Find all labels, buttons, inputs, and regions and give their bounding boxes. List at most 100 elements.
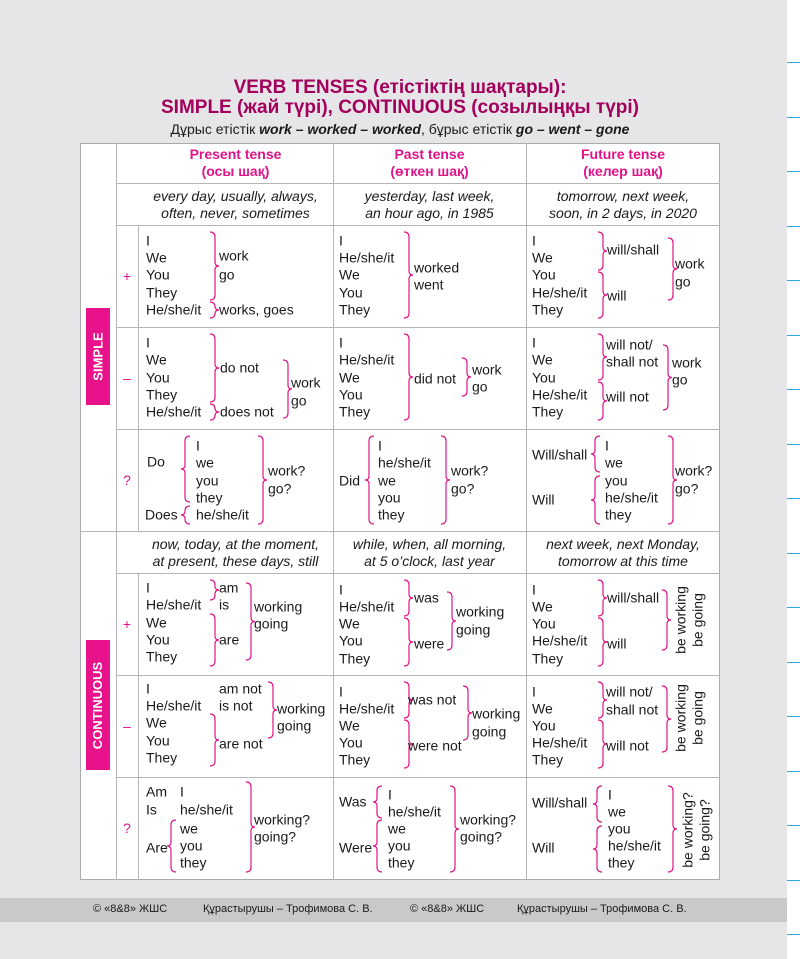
irregular-verb-forms: go – went – gone	[515, 121, 630, 137]
verb-form: We	[339, 615, 360, 632]
verb-form: You	[339, 734, 363, 751]
subtitle-text: , бұрыс етістік	[420, 121, 516, 137]
brace-icon	[661, 685, 672, 753]
verb-form: were	[414, 635, 445, 652]
verb-form: You	[146, 631, 170, 648]
footer: © «8&8» ЖШС Құрастырушы – Трофимова С. В…	[0, 898, 787, 922]
verb-form: go	[675, 273, 691, 290]
verb-form: You	[339, 284, 363, 301]
verb-tenses-table	[80, 143, 720, 880]
brace-icon	[597, 381, 608, 421]
brace-icon	[597, 579, 608, 617]
time-markers-continuous: at present, these days, still	[152, 553, 319, 569]
verb-form: They	[532, 751, 564, 768]
verb-form: I	[180, 783, 184, 800]
margin-tick	[787, 880, 800, 881]
regular-verb-forms: work – worked – worked	[259, 121, 421, 137]
verb-form: They	[146, 749, 178, 766]
verb-form: working	[277, 700, 326, 717]
verb-form: we	[196, 454, 214, 471]
verb-form: We	[339, 369, 360, 386]
verb-form: go?	[675, 480, 699, 497]
time-markers-simple: often, never, sometimes	[161, 205, 310, 221]
verb-form: We	[339, 266, 360, 283]
verb-form: Were	[339, 839, 373, 856]
brace-icon	[662, 344, 673, 411]
verb-form: will not	[606, 737, 649, 754]
verb-form: He/she/it	[532, 734, 588, 751]
margin-tick	[787, 226, 800, 227]
verb-form: Will	[532, 491, 555, 508]
verb-form: will	[607, 287, 627, 304]
verb-form: did not	[414, 370, 457, 387]
margin-tick	[787, 444, 800, 445]
verb-form: going?	[254, 828, 297, 845]
verb-form: is not	[219, 697, 253, 714]
brace-icon	[257, 435, 268, 525]
row-divider	[80, 531, 720, 532]
verb-form: He/she/it	[339, 598, 395, 615]
tense-header-present: Present tense	[189, 146, 282, 162]
verb-form: we	[378, 472, 396, 489]
verb-form: working?	[254, 811, 311, 828]
brace-icon	[245, 781, 256, 873]
verb-form: we	[608, 803, 626, 820]
verb-form: Will	[532, 839, 555, 856]
verb-form: is	[219, 596, 230, 613]
verb-form: am	[219, 579, 239, 596]
verb-form: I	[378, 437, 382, 454]
verb-form: He/she/it	[339, 351, 395, 368]
verb-form: he/she/it	[388, 803, 441, 820]
row-divider	[116, 777, 720, 778]
brace-icon	[209, 301, 220, 319]
verb-form: We	[146, 714, 167, 731]
brace-icon	[667, 237, 678, 301]
time-markers-continuous: while, when, all morning,	[352, 536, 507, 552]
footer-author: Құрастырушы – Трофимова С. В.	[517, 903, 687, 915]
verb-form: You	[146, 266, 170, 283]
verb-form: He/she/it	[146, 403, 202, 420]
brace-icon	[209, 403, 220, 421]
verb-form: He/she/it	[339, 249, 395, 266]
tense-header-kazakh-future: (келер шақ)	[583, 163, 663, 179]
margin-tick	[787, 825, 800, 826]
verb-form: going	[472, 723, 507, 740]
brace-icon	[364, 435, 375, 525]
brace-icon	[403, 333, 414, 421]
row-divider	[116, 675, 720, 676]
verb-form: working?	[460, 811, 517, 828]
verb-form: You	[532, 615, 556, 632]
verb-form-vertical: be going	[689, 593, 706, 647]
subtitle-text: Дұрыс етістік	[170, 121, 260, 137]
time-markers-simple: every day, usually, always,	[153, 188, 318, 204]
verb-form: You	[532, 369, 556, 386]
verb-form: I	[388, 786, 392, 803]
verb-form-vertical: be going?	[696, 799, 713, 861]
margin-tick	[787, 171, 800, 172]
sign-neg: –	[123, 370, 131, 386]
verb-form: He/she/it	[532, 386, 588, 403]
brace-icon	[209, 613, 220, 667]
verb-form: Are	[146, 839, 168, 856]
verb-form: I	[339, 683, 343, 700]
verb-form-vertical: be working	[672, 684, 689, 752]
verb-form: work?	[675, 462, 713, 479]
brace-icon	[667, 435, 678, 525]
brace-icon	[372, 785, 383, 819]
verb-form: He/she/it	[146, 697, 202, 714]
verb-form: going	[277, 717, 312, 734]
verb-form: go?	[268, 480, 292, 497]
verb-form-vertical: be going	[689, 691, 706, 745]
verb-form: you	[180, 837, 203, 854]
brace-icon	[667, 785, 678, 873]
verb-form: They	[339, 301, 371, 318]
column-divider	[333, 143, 334, 880]
brace-icon	[449, 785, 460, 873]
verb-form: will	[607, 635, 627, 652]
brace-icon	[661, 589, 672, 651]
time-markers-simple: an hour ago, in 1985	[365, 205, 494, 221]
verb-form: does not	[220, 403, 274, 420]
sign-neg: –	[123, 718, 131, 734]
tense-header-kazakh-past: (өткен шақ)	[390, 163, 469, 179]
brace-icon	[166, 819, 177, 873]
